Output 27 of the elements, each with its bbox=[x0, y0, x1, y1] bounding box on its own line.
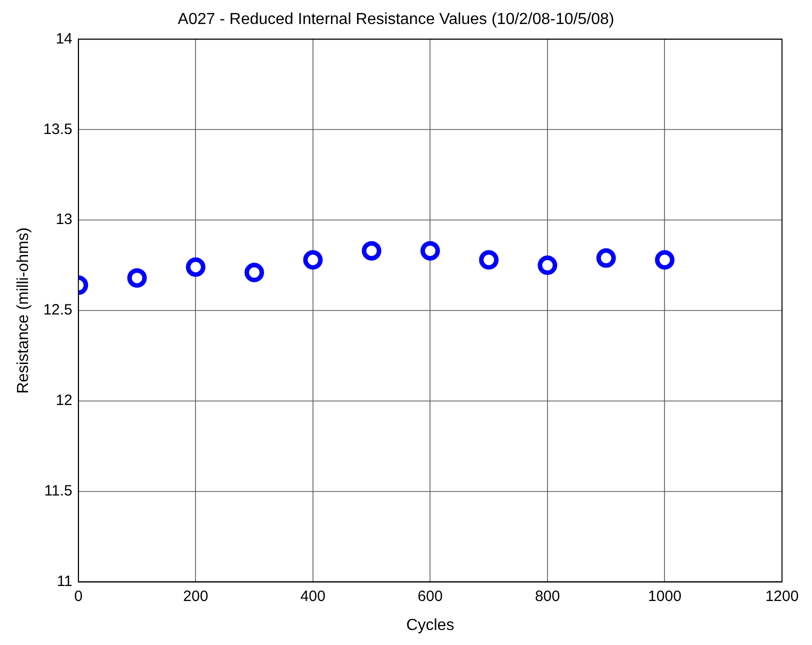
y-tick-label: 13 bbox=[56, 211, 72, 228]
y-tick-label: 14 bbox=[56, 30, 72, 48]
x-tick-label: 400 bbox=[300, 588, 326, 605]
y-tick-label: 11 bbox=[56, 572, 72, 590]
x-axis-title: Cycles bbox=[406, 616, 454, 634]
x-tick-label: 1000 bbox=[648, 588, 682, 605]
point bbox=[127, 268, 147, 288]
point bbox=[420, 241, 440, 261]
point bbox=[186, 257, 206, 277]
y-axis-title: Resistance (milli-ohms) bbox=[15, 227, 32, 394]
y-tick-label: 13.5 bbox=[43, 120, 72, 138]
point bbox=[479, 250, 499, 270]
x-tick-label: 1200 bbox=[765, 588, 799, 605]
y-tick-label: 12 bbox=[56, 392, 72, 410]
x-tick-label: 200 bbox=[183, 588, 208, 605]
point bbox=[654, 250, 674, 270]
chart-title: A027 - Reduced Internal Resistance Values (10/2/08-10/5/08) bbox=[178, 11, 614, 28]
point bbox=[596, 248, 616, 268]
x-tick-label: 600 bbox=[418, 588, 443, 605]
point bbox=[362, 241, 382, 261]
point bbox=[303, 250, 323, 270]
point bbox=[244, 262, 264, 282]
y-tick-label: 11.5 bbox=[44, 482, 72, 500]
point bbox=[538, 256, 558, 276]
x-tick-label: 800 bbox=[534, 588, 560, 605]
y-tick-label: 12.5 bbox=[43, 302, 72, 319]
x-tick-label: 0 bbox=[74, 588, 83, 605]
